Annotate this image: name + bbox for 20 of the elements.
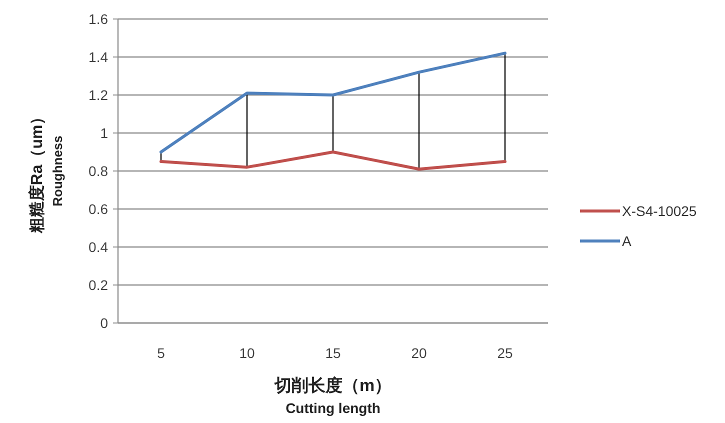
- x-axis-title: 切削长度（m） Cutting length: [273, 376, 392, 416]
- x-tick-label: 15: [325, 345, 341, 361]
- y-axis-title: 粗糙度Ra（um） Roughness: [27, 108, 65, 234]
- y-tick-label: 0: [100, 315, 108, 331]
- x-tick-label: 20: [411, 345, 427, 361]
- y-tick-label: 1.2: [88, 87, 108, 103]
- x-tick-label: 25: [497, 345, 513, 361]
- y-tick-label: 1.6: [88, 11, 108, 27]
- y-tick-label: 0.8: [88, 163, 108, 179]
- y-tick-label: 1.4: [88, 49, 108, 65]
- legend-label: X-S4-10025: [622, 203, 697, 219]
- x-tick-label: 10: [239, 345, 255, 361]
- y-tick-label: 1: [100, 125, 108, 141]
- y-tick-label: 0.4: [88, 239, 108, 255]
- y-tick-label: 0.6: [88, 201, 108, 217]
- x-tick-label: 5: [157, 345, 166, 361]
- line-series: [160, 52, 506, 154]
- y-tick-label: 0.2: [88, 277, 108, 293]
- line-series: [160, 150, 506, 171]
- legend-label: A: [622, 233, 632, 249]
